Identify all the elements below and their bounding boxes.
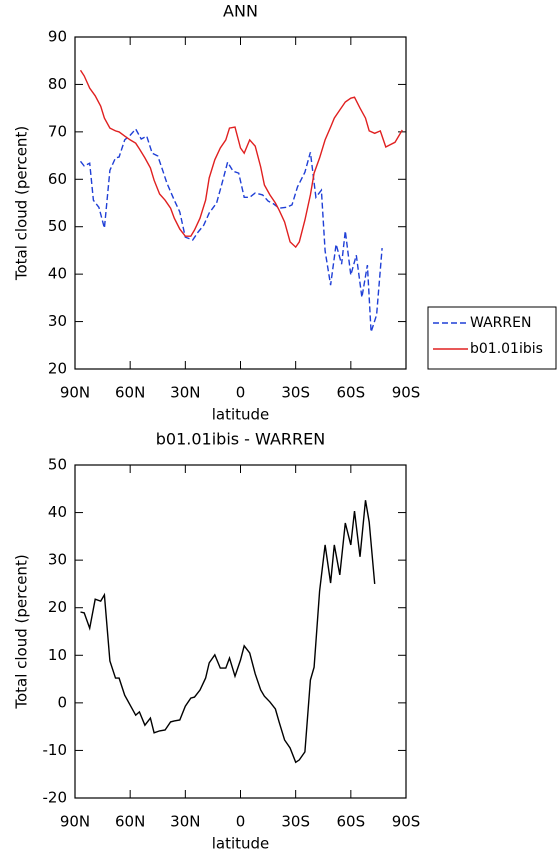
y-axis-label: Total cloud (percent) xyxy=(13,554,31,709)
data-line xyxy=(79,69,403,249)
y-tick-label: 20 xyxy=(48,360,67,378)
y-axis-label: Total cloud (percent) xyxy=(13,126,31,281)
y-tick-label: 20 xyxy=(48,598,67,616)
x-tick-label: 60N xyxy=(115,384,145,402)
x-tick-label: 60S xyxy=(337,384,366,402)
x-tick-label: 30S xyxy=(281,813,310,831)
x-tick-label: 0 xyxy=(236,384,246,402)
y-tick-label: -20 xyxy=(43,789,68,807)
y-tick-label: 60 xyxy=(48,170,67,188)
y-tick-label: 0 xyxy=(57,693,67,711)
y-tick-label: 80 xyxy=(48,75,67,93)
legend-label: b01.01ibis xyxy=(470,341,543,357)
y-tick-label: 40 xyxy=(48,265,67,283)
y-tick-label: 30 xyxy=(48,551,67,569)
y-tick-label: 40 xyxy=(48,503,67,521)
plot-frame xyxy=(74,464,407,799)
x-tick-label: 30N xyxy=(170,813,200,831)
legend-box xyxy=(427,306,557,370)
x-axis-label: latitude xyxy=(212,835,270,852)
x-tick-label: 90N xyxy=(60,813,90,831)
x-tick-label: 90S xyxy=(392,813,421,831)
x-tick-label: 30N xyxy=(170,384,200,402)
x-tick-label: 60S xyxy=(337,813,366,831)
data-line xyxy=(80,500,376,764)
y-tick-label: 70 xyxy=(48,122,67,140)
y-tick-label: 90 xyxy=(48,28,67,46)
y-tick-label: 30 xyxy=(48,312,67,330)
y-tick-label: 50 xyxy=(48,456,67,474)
x-axis-label: latitude xyxy=(212,406,270,424)
legend-label: WARREN xyxy=(470,315,531,331)
y-tick-label: -10 xyxy=(43,741,68,759)
data-line xyxy=(79,127,383,333)
plot-frame xyxy=(74,36,407,370)
x-tick-label: 0 xyxy=(236,813,246,831)
x-tick-label: 90N xyxy=(60,384,90,402)
chart-title: b01.01ibis - WARREN xyxy=(156,430,326,449)
y-tick-label: 50 xyxy=(48,217,67,235)
x-tick-label: 60N xyxy=(115,813,145,831)
chart-title: ANN xyxy=(223,2,258,21)
y-tick-label: 10 xyxy=(48,646,67,664)
x-tick-label: 30S xyxy=(281,384,310,402)
x-tick-label: 90S xyxy=(392,384,421,402)
